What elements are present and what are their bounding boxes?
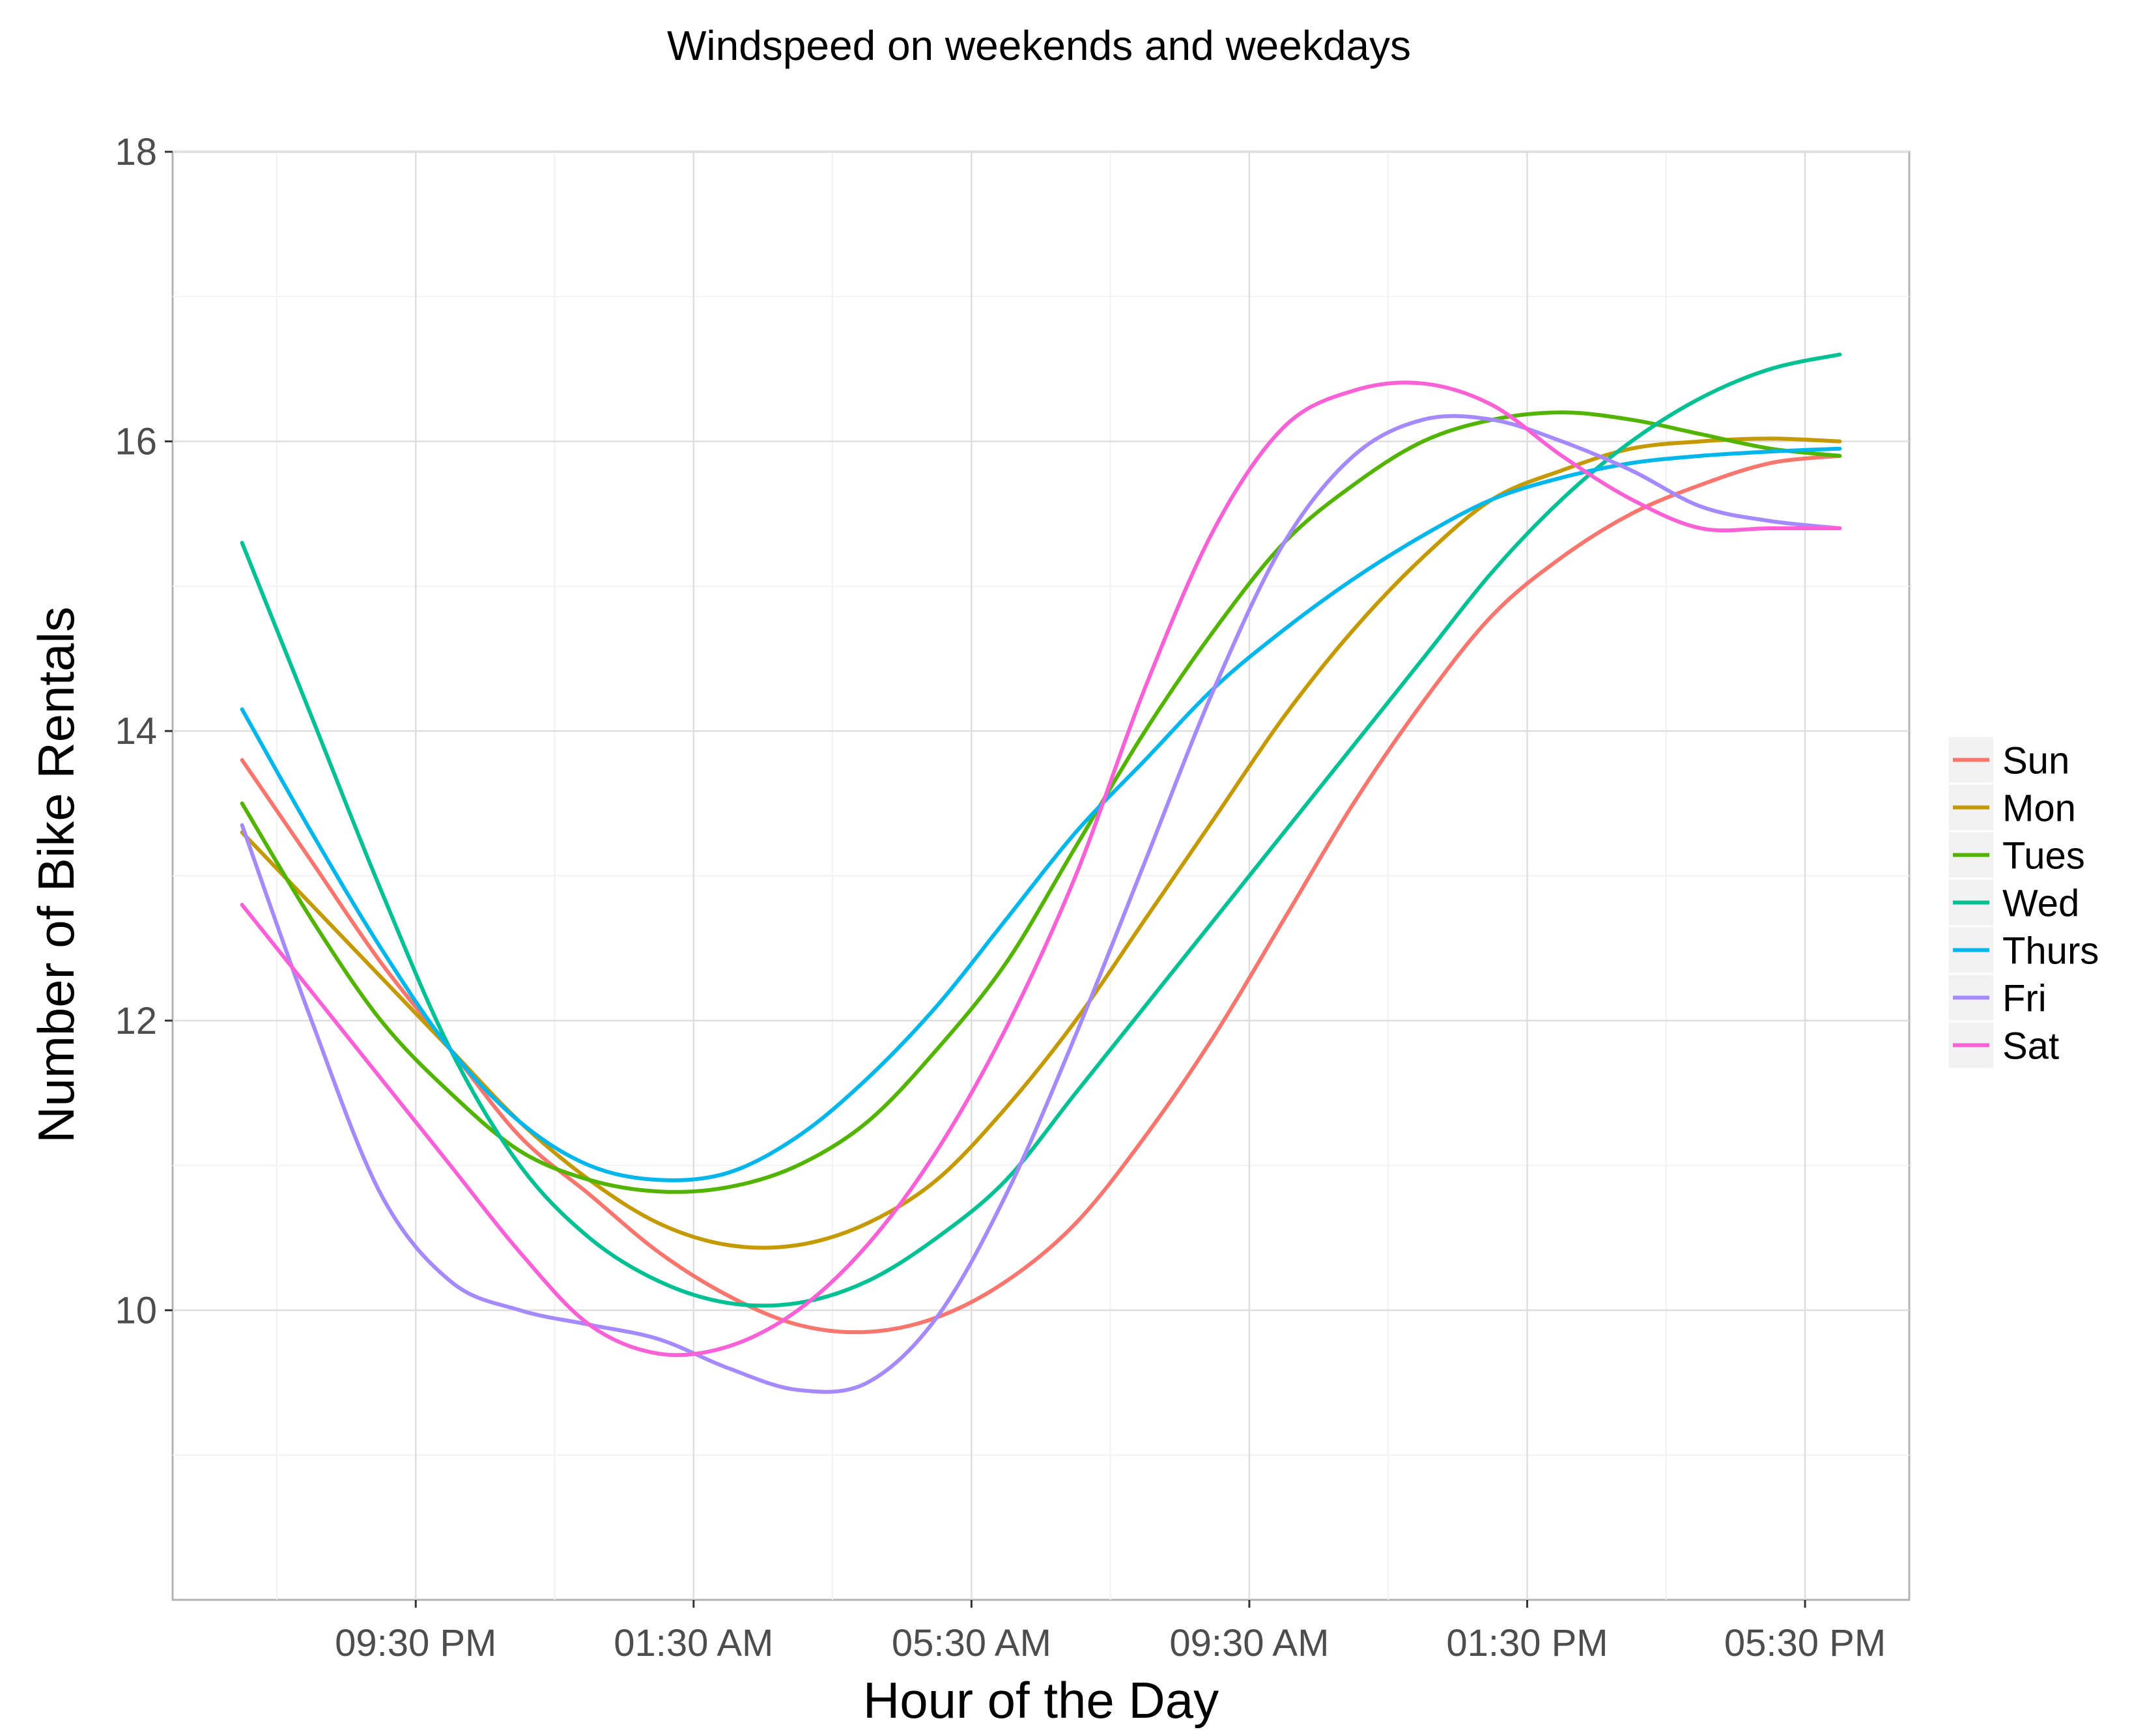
legend-label: Mon xyxy=(2002,788,2076,830)
y-tick-label: 14 xyxy=(115,710,157,752)
x-tick-label: 05:30 PM xyxy=(1724,1622,1886,1664)
series-line-thurs xyxy=(240,446,1842,1182)
y-axis-label: Number of Bike Rentals xyxy=(27,606,85,1143)
legend-label: Wed xyxy=(2002,883,2079,925)
series-line-sat xyxy=(240,380,1842,1358)
legend-label: Sun xyxy=(2002,740,2069,782)
series-line-sun xyxy=(240,453,1842,1335)
legend: Sun Mon Tues Wed Thurs Fri Sat xyxy=(1946,735,2099,1070)
legend-label: Sat xyxy=(2002,1025,2059,1068)
chart-title: Windspeed on weekends and weekdays xyxy=(667,22,1411,69)
legend-label: Fri xyxy=(2002,978,2047,1020)
series-line-fri xyxy=(240,414,1842,1394)
series-layer xyxy=(240,352,1842,1394)
x-axis: 09:30 PM 01:30 AM 05:30 AM 09:30 AM 01:30 PM… xyxy=(335,1600,1886,1664)
x-axis-label: Hour of the Day xyxy=(863,1672,1219,1729)
x-tick-label: 05:30 AM xyxy=(892,1622,1051,1664)
y-axis: 10 12 14 16 18 xyxy=(115,131,173,1331)
minor-grid xyxy=(173,152,1909,1600)
legend-label: Tues xyxy=(2002,835,2085,877)
y-tick-label: 12 xyxy=(115,1000,157,1042)
series-line-tues xyxy=(240,410,1842,1194)
major-grid xyxy=(173,150,1909,1600)
y-tick-label: 16 xyxy=(115,421,157,463)
x-tick-label: 09:30 PM xyxy=(335,1622,496,1664)
legend-label: Thurs xyxy=(2002,930,2099,973)
x-tick-label: 01:30 PM xyxy=(1446,1622,1608,1664)
x-tick-label: 09:30 AM xyxy=(1169,1622,1329,1664)
x-tick-label: 01:30 AM xyxy=(614,1622,773,1664)
y-tick-label: 18 xyxy=(115,131,157,173)
y-tick-label: 10 xyxy=(115,1289,157,1331)
